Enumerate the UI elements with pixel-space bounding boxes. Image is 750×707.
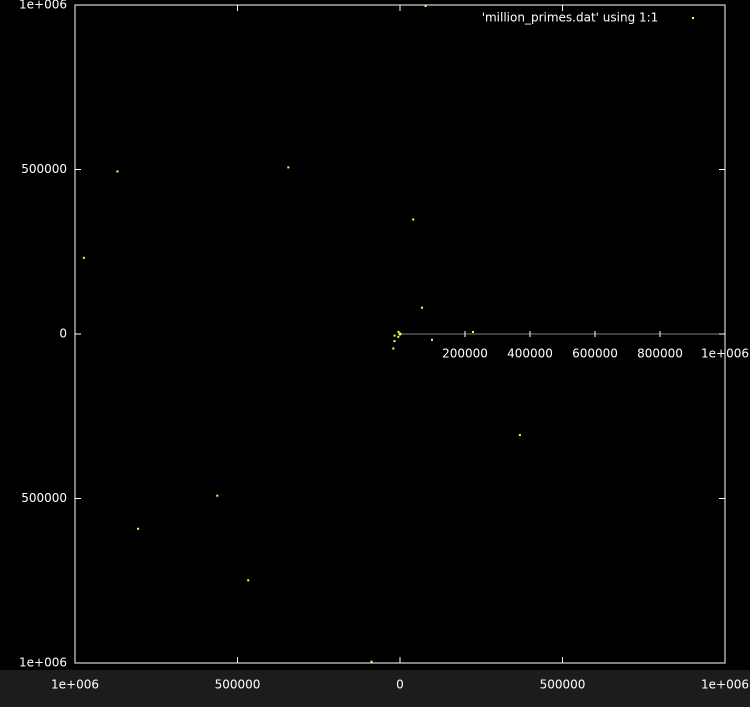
data-point [137, 527, 140, 530]
data-point [518, 433, 521, 436]
data-point [116, 170, 119, 173]
data-point [82, 256, 85, 259]
r-tick-label: 600000 [572, 347, 618, 361]
y-tick-label: 1e+006 [19, 0, 67, 12]
r-tick-label: 400000 [507, 347, 553, 361]
r-tick-label: 200000 [442, 347, 488, 361]
data-point [412, 218, 415, 221]
y-tick-label: 500000 [21, 162, 67, 176]
x-tick-label: 500000 [215, 678, 261, 692]
data-point [393, 334, 396, 337]
y-tick-label: 1e+006 [19, 656, 67, 670]
data-point [472, 330, 475, 333]
data-point [398, 333, 401, 336]
data-point [370, 660, 373, 663]
x-tick-label: 1e+006 [51, 678, 99, 692]
data-point [287, 166, 290, 169]
r-tick-label: 800000 [637, 347, 683, 361]
legend-label: 'million_primes.dat' using 1:1 [482, 11, 659, 25]
data-point [397, 330, 400, 333]
y-tick-label: 500000 [21, 491, 67, 505]
r-tick-label: 1e+006 [701, 347, 749, 361]
data-point [393, 340, 396, 343]
y-tick-label: 0 [59, 327, 67, 341]
legend-sample [692, 17, 694, 19]
data-point [424, 5, 427, 8]
data-point [216, 494, 219, 497]
bottom-strip [0, 670, 750, 707]
x-tick-label: 500000 [540, 678, 586, 692]
x-tick-label: 1e+006 [701, 678, 749, 692]
data-point [397, 335, 400, 338]
data-point [392, 347, 395, 350]
data-point [421, 306, 424, 309]
data-point [430, 338, 433, 341]
x-tick-label: 0 [396, 678, 404, 692]
data-point [247, 579, 250, 582]
